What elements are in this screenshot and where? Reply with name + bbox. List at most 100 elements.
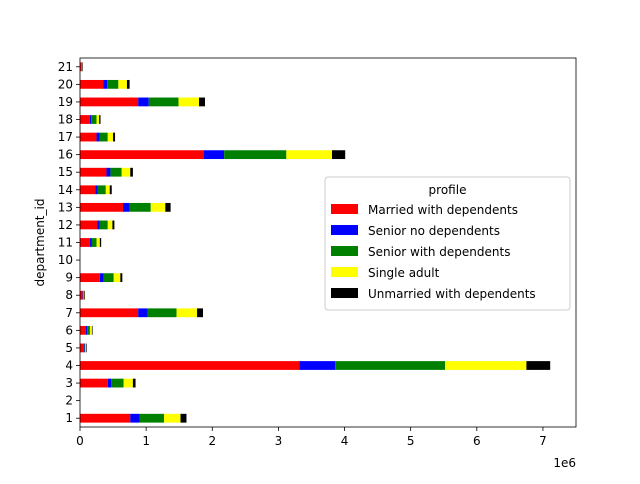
bar-dept-19-series-3 bbox=[178, 97, 200, 107]
bar-dept-4-series-1 bbox=[299, 361, 336, 370]
bar-dept-11-series-0 bbox=[80, 238, 90, 247]
bar-dept-4-series-4 bbox=[526, 361, 551, 370]
y-tick-label: 6 bbox=[65, 323, 73, 337]
bar-dept-5-series-3 bbox=[85, 343, 86, 353]
y-tick-label: 5 bbox=[65, 341, 73, 355]
x-tick-label: 2 bbox=[208, 434, 216, 448]
legend-swatch bbox=[331, 267, 358, 277]
y-tick-label: 1 bbox=[65, 411, 73, 425]
bar-dept-18-series-4 bbox=[99, 115, 101, 124]
x-axis-multiplier: 1e6 bbox=[553, 456, 576, 470]
y-tick-label: 21 bbox=[58, 60, 73, 74]
bar-dept-9-series-1 bbox=[99, 273, 104, 283]
x-tick-label: 0 bbox=[76, 434, 84, 448]
x-tick-label: 3 bbox=[275, 434, 283, 448]
bar-dept-6-series-1 bbox=[85, 325, 88, 335]
bar-dept-12-series-2 bbox=[99, 220, 108, 230]
bar-dept-7-series-4 bbox=[197, 308, 204, 318]
y-tick-label: 11 bbox=[58, 236, 73, 250]
bar-dept-12-series-3 bbox=[107, 220, 113, 230]
bar-dept-9-series-0 bbox=[80, 273, 100, 283]
bar-dept-19-series-1 bbox=[138, 97, 149, 107]
bar-dept-4-series-0 bbox=[80, 361, 300, 370]
bar-dept-1-series-4 bbox=[180, 413, 187, 423]
bar-dept-8-series-1 bbox=[82, 290, 84, 300]
bar-dept-15-series-3 bbox=[121, 167, 131, 177]
bar-dept-18-series-2 bbox=[91, 115, 97, 124]
bar-dept-17-series-2 bbox=[99, 132, 108, 142]
bar-dept-5-series-2 bbox=[84, 343, 86, 353]
bar-dept-9-series-4 bbox=[120, 273, 123, 283]
bar-dept-21-series-0 bbox=[80, 62, 82, 72]
bar-dept-16-series-3 bbox=[286, 150, 332, 160]
bar-dept-5-series-0 bbox=[80, 343, 84, 353]
legend-swatch bbox=[331, 288, 358, 298]
bar-dept-5-series-1 bbox=[83, 343, 85, 353]
y-tick-label: 19 bbox=[58, 95, 73, 109]
bar-dept-17-series-1 bbox=[96, 132, 100, 142]
bar-dept-21-series-2 bbox=[81, 62, 83, 72]
bar-dept-7-series-3 bbox=[176, 308, 198, 318]
y-tick-label: 8 bbox=[65, 288, 73, 302]
bar-dept-4-series-2 bbox=[335, 361, 446, 370]
bar-dept-19-series-4 bbox=[199, 97, 205, 107]
bar-dept-1-series-2 bbox=[139, 413, 164, 423]
bar-dept-3-series-4 bbox=[132, 378, 136, 388]
bar-dept-14-series-1 bbox=[95, 185, 98, 195]
bar-dept-15-series-4 bbox=[130, 167, 133, 177]
bar-dept-21-series-4 bbox=[81, 62, 83, 72]
bar-dept-18-series-3 bbox=[96, 115, 100, 124]
bar-dept-16-series-4 bbox=[331, 150, 346, 160]
bar-dept-11-series-1 bbox=[89, 238, 92, 247]
y-tick-label: 15 bbox=[58, 165, 73, 179]
bar-dept-12-series-1 bbox=[97, 220, 100, 230]
bar-dept-13-series-2 bbox=[129, 202, 151, 212]
bar-dept-13-series-1 bbox=[122, 202, 130, 212]
bar-dept-3-series-3 bbox=[123, 378, 133, 388]
x-tick-label: 4 bbox=[341, 434, 349, 448]
bar-dept-18-series-0 bbox=[80, 115, 90, 124]
bar-dept-7-series-2 bbox=[147, 308, 177, 318]
y-tick-label: 14 bbox=[58, 183, 73, 197]
legend-label: Married with dependents bbox=[368, 203, 518, 217]
bar-dept-13-series-4 bbox=[165, 202, 171, 212]
y-tick-label: 4 bbox=[65, 359, 73, 373]
x-tick-label: 1 bbox=[142, 434, 150, 448]
bar-dept-8-series-0 bbox=[80, 290, 83, 300]
y-axis-label: department_id bbox=[33, 199, 47, 287]
bar-dept-15-series-2 bbox=[110, 167, 122, 177]
bar-dept-1-series-1 bbox=[130, 413, 140, 423]
legend-swatch bbox=[331, 225, 358, 235]
legend-label: Unmarried with dependents bbox=[368, 287, 536, 301]
bar-dept-3-series-1 bbox=[107, 378, 112, 388]
bar-dept-5-series-4 bbox=[85, 343, 87, 353]
x-tick-label: 5 bbox=[407, 434, 415, 448]
bar-dept-9-series-3 bbox=[113, 273, 121, 283]
y-tick-label: 2 bbox=[65, 394, 73, 408]
bar-dept-19-series-2 bbox=[148, 97, 179, 107]
bar-dept-6-series-2 bbox=[87, 325, 90, 335]
bar-dept-17-series-0 bbox=[80, 132, 97, 142]
y-tick-label: 16 bbox=[58, 148, 73, 162]
bar-dept-3-series-0 bbox=[80, 378, 108, 388]
legend-box bbox=[324, 176, 571, 311]
bar-dept-19-series-0 bbox=[80, 97, 139, 107]
bar-dept-12-series-4 bbox=[112, 220, 115, 230]
bar-dept-16-series-0 bbox=[80, 150, 204, 160]
y-tick-label: 12 bbox=[58, 218, 73, 232]
legend-label: Senior with dependents bbox=[368, 245, 510, 259]
bar-dept-13-series-3 bbox=[150, 202, 166, 212]
legend-title: profile bbox=[429, 183, 467, 197]
bar-dept-14-series-4 bbox=[109, 185, 112, 195]
bar-dept-14-series-2 bbox=[97, 185, 106, 195]
bar-dept-8-series-3 bbox=[83, 290, 85, 300]
y-tick-label: 18 bbox=[58, 113, 73, 127]
y-tick-label: 20 bbox=[58, 77, 73, 91]
bar-dept-16-series-2 bbox=[224, 150, 287, 160]
bar-dept-17-series-4 bbox=[113, 132, 116, 142]
bar-dept-15-series-0 bbox=[80, 167, 107, 177]
bar-dept-6-series-4 bbox=[91, 325, 93, 335]
x-tick-label: 7 bbox=[539, 434, 547, 448]
bar-dept-15-series-1 bbox=[106, 167, 111, 177]
